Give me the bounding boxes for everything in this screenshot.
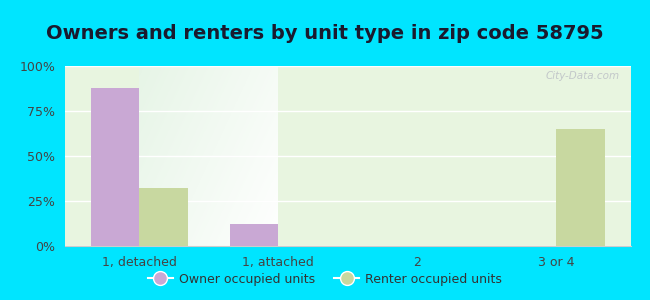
Legend: Owner occupied units, Renter occupied units: Owner occupied units, Renter occupied un…: [143, 268, 507, 291]
Text: Owners and renters by unit type in zip code 58795: Owners and renters by unit type in zip c…: [46, 24, 604, 43]
Bar: [91, 88, 139, 246]
Bar: [229, 224, 278, 246]
Bar: [556, 129, 604, 246]
Bar: [139, 188, 188, 246]
Text: City-Data.com: City-Data.com: [545, 71, 619, 81]
